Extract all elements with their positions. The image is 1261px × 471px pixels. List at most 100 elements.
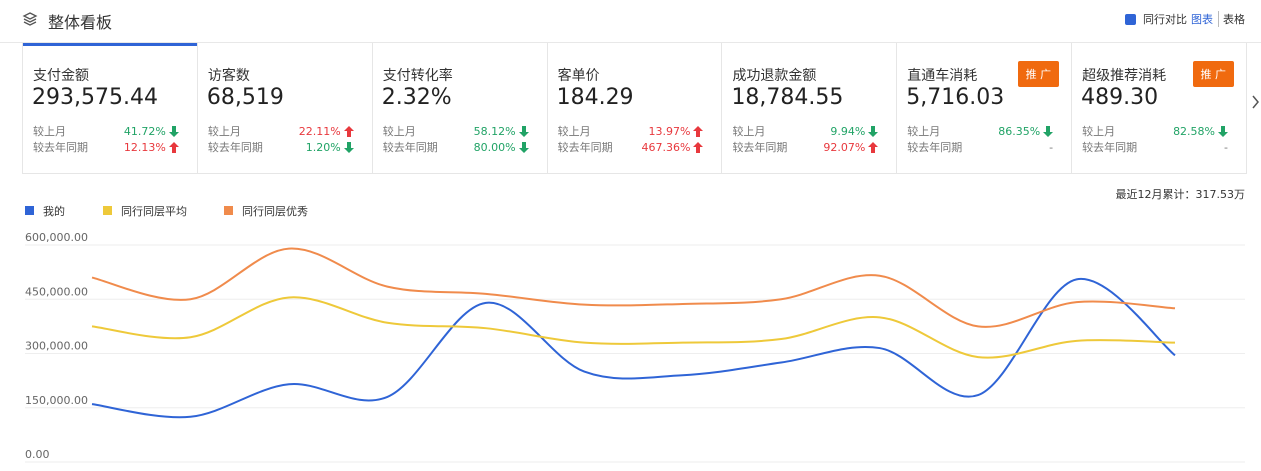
metric-card[interactable]: 直通车消耗 5,716.03 推 广较上月 86.35% 较去年同期 - xyxy=(897,43,1073,173)
table-view[interactable]: 表格 xyxy=(1223,13,1245,26)
compare-checkbox[interactable] xyxy=(1125,13,1136,25)
metric-label: 支付转化率 xyxy=(382,68,453,84)
trend-arrow xyxy=(1043,125,1054,137)
metric-cards: 支付金额 293,575.44 较上月 41.72% 较去年同期 12.13% 访客数 68,… xyxy=(22,43,1247,174)
metric-card[interactable]: 超级推荐消耗 489.30 推 广较上月 82.58% 较去年同期 - xyxy=(1072,43,1246,173)
metric-value: 184.29 xyxy=(556,85,634,110)
compare-value: 41.72% xyxy=(123,124,166,138)
y-tick-label: 600,000.00 xyxy=(25,231,88,244)
compare-label[interactable]: 同行对比 xyxy=(1143,13,1187,26)
compare-value: 9.94% xyxy=(830,124,866,138)
compare-value: 82.58% xyxy=(1173,124,1216,138)
summary: 最近12月累计：317.53万 xyxy=(1116,188,1246,201)
trend-arrow xyxy=(343,141,354,153)
compare-label: 较上月 xyxy=(33,125,66,138)
compare-value: 80.00% xyxy=(473,140,516,154)
compare-value-wrap: 1.20% xyxy=(306,141,354,154)
compare-value-wrap: 9.94% xyxy=(830,124,879,138)
trend-arrow xyxy=(168,125,179,137)
compare-value: - xyxy=(1049,140,1054,154)
compare-value-wrap: 41.72% xyxy=(124,125,179,138)
trend-arrow xyxy=(168,141,179,153)
metric-value: 2.32% xyxy=(381,85,452,110)
legend-label: 同行同层平均 xyxy=(121,205,187,218)
compare-value-wrap: 13.97% xyxy=(648,125,704,138)
compare-label: 较去年同期 xyxy=(33,141,88,154)
metric-card[interactable]: 支付金额 293,575.44 较上月 41.72% 较去年同期 12.13% xyxy=(23,43,198,173)
y-tick-label: 0.00 xyxy=(25,448,50,461)
arrow-shape xyxy=(518,125,529,137)
compare-value-wrap: 58.12% xyxy=(474,125,529,138)
compare-label: 较去年同期 xyxy=(732,141,788,154)
trend-arrow xyxy=(693,125,704,137)
compare-label: 较上月 xyxy=(557,125,591,138)
arrow-shape xyxy=(693,141,704,153)
compare-label: 较上月 xyxy=(1082,125,1116,138)
compare-value-wrap: 467.36% xyxy=(641,141,704,154)
compare-label: 较上月 xyxy=(732,125,766,138)
compare-value: 12.13% xyxy=(123,140,166,154)
compare-value: 92.07% xyxy=(823,140,866,154)
arrow-shape xyxy=(1043,125,1054,137)
trend-arrow xyxy=(1218,125,1229,137)
compare-value-wrap: 12.13% xyxy=(124,141,179,154)
metric-value: 18,784.55 xyxy=(731,85,844,110)
compare-row: 较去年同期 - xyxy=(907,139,1053,155)
y-tick-label: 150,000.00 xyxy=(25,394,88,407)
promo-badge[interactable]: 推 广 xyxy=(1192,61,1235,87)
compare-value: 86.35% xyxy=(998,124,1041,138)
compare-row: 较去年同期 12.13% xyxy=(33,139,179,155)
legend-swatch xyxy=(103,206,112,215)
arrow-shape xyxy=(693,125,704,137)
metric-label: 直通车消耗 xyxy=(907,68,978,84)
view-controls: 同行对比 图表 表格 xyxy=(1125,11,1245,27)
compare-label: 较去年同期 xyxy=(557,141,613,154)
legend-label: 同行同层优秀 xyxy=(242,205,308,218)
metric-value: 68,519 xyxy=(206,85,284,110)
promo-badge[interactable]: 推 广 xyxy=(1017,61,1060,87)
compare-row: 较上月 13.97% xyxy=(558,123,704,139)
trend-arrow xyxy=(518,141,529,153)
arrow-shape xyxy=(343,125,354,137)
series-line xyxy=(91,247,1176,328)
metric-card[interactable]: 客单价 184.29 较上月 13.97% 较去年同期 467.36% xyxy=(548,43,723,173)
title: 整体看板 xyxy=(48,13,113,32)
compare-label: 较去年同期 xyxy=(1082,141,1138,154)
compare-value-wrap: 86.35% xyxy=(998,124,1054,138)
compare-value: - xyxy=(1224,140,1229,154)
compare-label: 较上月 xyxy=(207,125,241,138)
compare-label: 较上月 xyxy=(907,125,941,138)
metric-value: 293,575.44 xyxy=(32,85,158,110)
compare-value: 1.20% xyxy=(305,140,341,154)
metric-card[interactable]: 支付转化率 2.32% 较上月 58.12% 较去年同期 80.00% xyxy=(373,43,548,173)
compare-row: 较上月 82.58% xyxy=(1082,123,1229,139)
series-line xyxy=(91,296,1176,359)
compare-label: 较去年同期 xyxy=(207,141,263,154)
metric-label: 访客数 xyxy=(207,68,250,84)
compare-row: 较去年同期 467.36% xyxy=(558,139,704,155)
y-tick-label: 450,000.00 xyxy=(25,285,88,298)
arrow-shape xyxy=(518,141,529,153)
header: 整体看板 同行对比 图表 表格 xyxy=(0,0,1261,43)
arrow-shape xyxy=(868,141,879,153)
metric-label: 支付金额 xyxy=(33,68,89,84)
compare-row: 较上月 41.72% xyxy=(33,123,179,139)
trend-arrow xyxy=(343,125,354,137)
chart-view[interactable]: 图表 xyxy=(1191,11,1219,27)
next-arrow[interactable] xyxy=(1252,95,1260,109)
compare-row: 较去年同期 1.20% xyxy=(208,139,354,155)
metric-card[interactable]: 访客数 68,519 较上月 22.11% 较去年同期 1.20% xyxy=(198,43,373,173)
compare-value-wrap: 80.00% xyxy=(474,141,529,154)
legend-label: 我的 xyxy=(43,204,65,218)
metric-card[interactable]: 成功退款金额 18,784.55 较上月 9.94% 较去年同期 92.07% xyxy=(722,43,898,173)
metric-value: 489.30 xyxy=(1081,85,1159,110)
compare-row: 较去年同期 80.00% xyxy=(383,139,529,155)
compare-row: 较去年同期 92.07% xyxy=(732,139,879,155)
series-line xyxy=(91,278,1176,419)
compare-value: 58.12% xyxy=(473,124,516,138)
metric-value: 5,716.03 xyxy=(906,85,1005,110)
legend-swatch xyxy=(224,206,233,215)
arrow-shape xyxy=(168,125,179,137)
